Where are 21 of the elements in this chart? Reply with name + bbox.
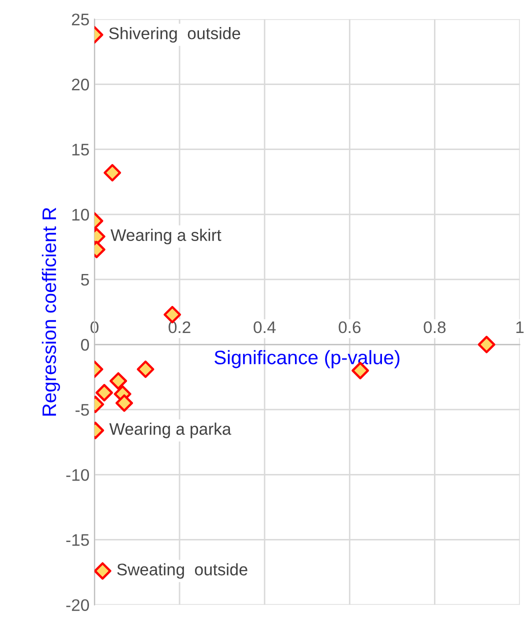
- x-tick-label: 0.4: [254, 321, 276, 334]
- annotation: Sweating outside: [117, 563, 248, 579]
- y-tick-label: 15: [72, 144, 89, 156]
- annotation: Wearing a parka: [109, 422, 232, 438]
- y-tick-label: 25: [72, 14, 89, 26]
- y-tick-label: -15: [66, 534, 89, 546]
- x-tick-label: 1: [516, 322, 524, 333]
- x-axis-title: Significance (p-value): [214, 350, 400, 368]
- x-tick-label: 0.6: [338, 321, 361, 334]
- annotation: Shivering outside: [109, 27, 240, 43]
- x-tick-label: 0.2: [168, 321, 190, 334]
- y-tick-label: -20: [66, 599, 89, 612]
- y-axis-title: Regression coefficient R: [42, 208, 60, 416]
- y-tick-label: 20: [72, 78, 89, 90]
- y-tick-label: -5: [76, 404, 89, 416]
- annotation: Wearing a skirt: [110, 228, 222, 244]
- y-tick-label: 10: [72, 208, 89, 221]
- y-tick-label: 0: [81, 338, 89, 351]
- x-tick-label: 0.8: [424, 321, 446, 334]
- y-tick-label: -10: [66, 469, 89, 481]
- y-tick-label: 5: [81, 274, 89, 286]
